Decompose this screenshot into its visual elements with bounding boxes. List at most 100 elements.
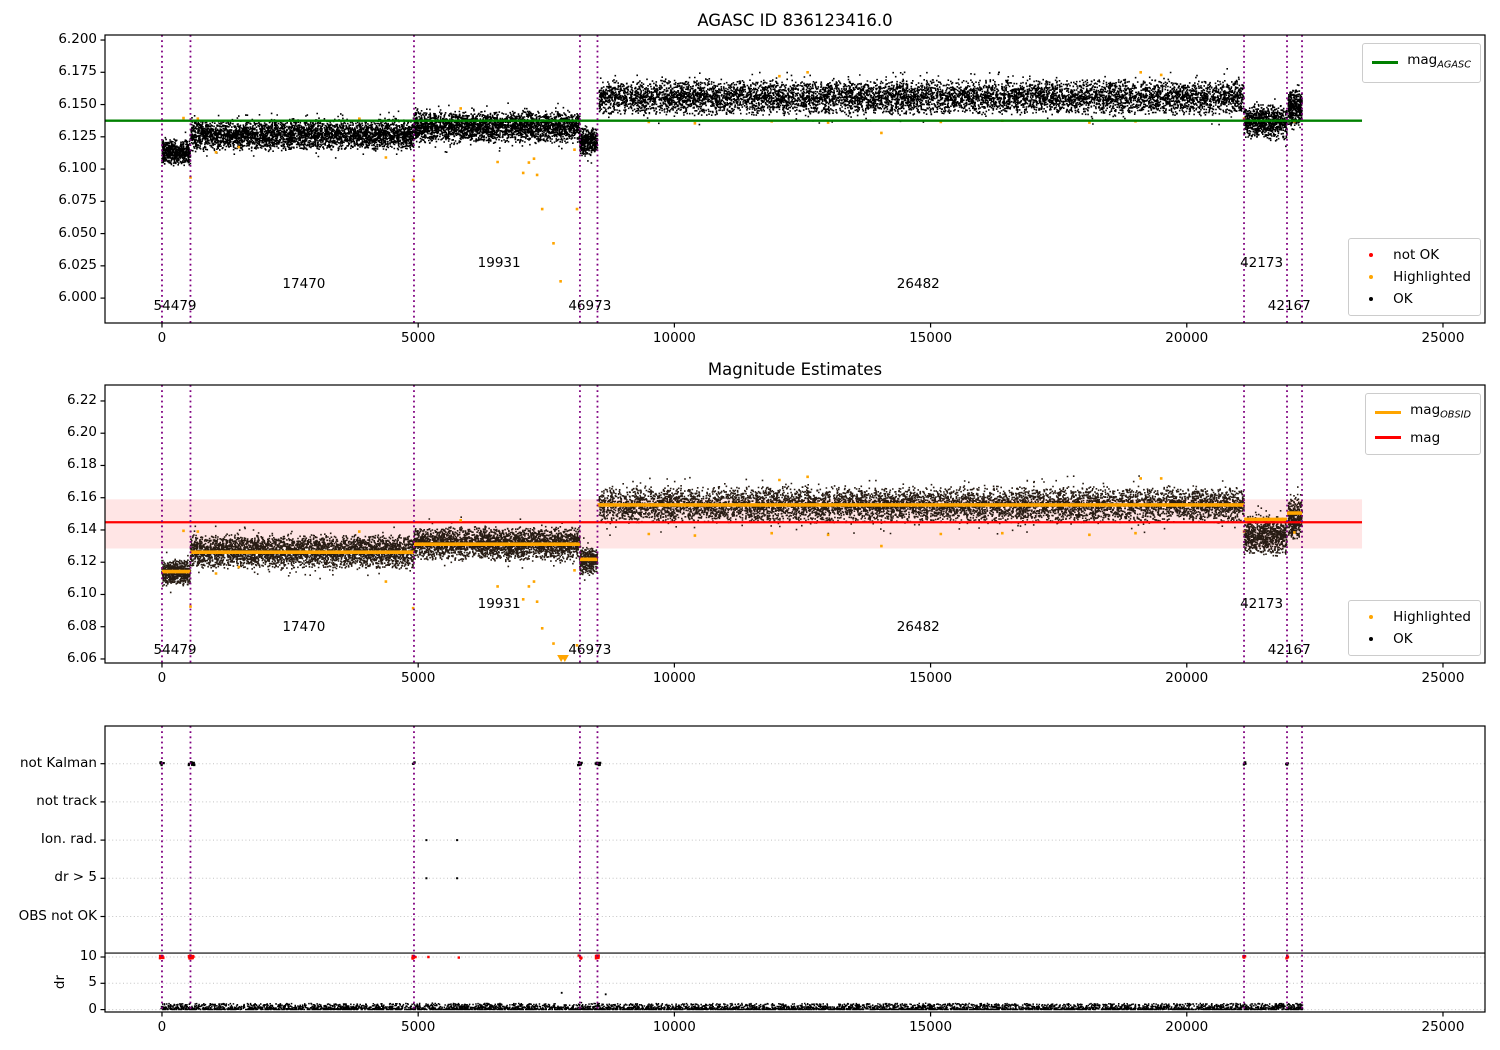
obsid-boundary-vlines	[161, 726, 1303, 1012]
scatter-ok-19931	[413, 516, 581, 569]
obsid-label: 19931	[477, 596, 521, 613]
legend-item-ok: OK	[1358, 628, 1471, 650]
obsid-label: 46973	[568, 641, 612, 658]
legend-item-mag: magOBSID	[1375, 399, 1471, 427]
x-tick-label: 0	[157, 1019, 167, 1035]
y-tick-label: 6.075	[58, 192, 97, 209]
category-label: dr > 5	[54, 869, 97, 886]
y-tick-label: 6.000	[58, 289, 97, 306]
scatter-ok-19931	[413, 102, 581, 153]
flag-gridlines	[105, 763, 1485, 1011]
axes-frame	[100, 384, 1486, 668]
legend-label: mag	[1410, 429, 1441, 446]
legend-label: Highlighted	[1393, 609, 1471, 625]
flag-axis-ticks	[100, 763, 105, 1011]
legend-label: OK	[1393, 631, 1413, 647]
y-tick-label: 6.20	[66, 424, 97, 441]
category-label: OBS not OK	[18, 907, 97, 924]
dr-axis-label: dr	[52, 975, 69, 990]
obsid-label: 54479	[153, 641, 197, 658]
obsid-boundary-vlines	[161, 35, 1303, 323]
legend-line-swatch	[1375, 411, 1402, 415]
legend-marker-dot	[1358, 252, 1384, 258]
legend-item-not-ok: not OK	[1358, 244, 1471, 266]
y-tick-label: 6.050	[58, 224, 97, 241]
y-tick-label: 6.10	[66, 585, 97, 602]
legend-item-mag: mag	[1375, 427, 1471, 449]
y-tick-label: 6.22	[66, 391, 97, 408]
obsid-label: 26482	[896, 619, 940, 635]
legend-marker-dot	[1358, 274, 1384, 280]
dr-scatter	[160, 991, 1304, 1011]
legend-label: magAGASC	[1407, 52, 1471, 71]
axes-frame	[100, 34, 1486, 328]
legend-point-types: Highlighted OK	[1348, 600, 1481, 656]
legend-mag-agasc: magAGASC	[1362, 43, 1481, 83]
x-tick-label: 20000	[1165, 330, 1209, 346]
x-tick-label: 10000	[652, 330, 696, 346]
x-tick-label: 20000	[1165, 670, 1209, 686]
legend-label: OK	[1393, 291, 1413, 307]
flags-plot	[100, 725, 1486, 1017]
scatter-ok-54479	[161, 131, 192, 167]
top-plot-canvas	[100, 34, 1486, 328]
x-tick-label: 5000	[400, 1019, 436, 1035]
scatter-ok-17470	[190, 110, 415, 159]
obsid-label: 46973	[568, 298, 612, 315]
category-label: Ion. rad.	[40, 831, 97, 848]
legend-item-highlighted: Highlighted	[1358, 266, 1471, 288]
x-tick-label: 5000	[400, 670, 436, 686]
obsid-label: 19931	[477, 254, 521, 271]
obsid-label: 42173	[1240, 254, 1284, 271]
flag-points	[159, 761, 1289, 880]
flags-plot-canvas	[100, 725, 1486, 1017]
scatter-ok-42167	[1287, 84, 1303, 131]
x-tick-label: 25000	[1421, 1019, 1465, 1035]
y-tick-label: 6.175	[58, 63, 97, 80]
legend-label: Highlighted	[1393, 269, 1471, 285]
legend-marker-dot	[1358, 636, 1384, 642]
dr-tick-label: 10	[79, 948, 97, 964]
y-tick-label: 6.18	[66, 456, 97, 473]
x-tick-label: 10000	[652, 1019, 696, 1035]
middle-plot-title: Magnitude Estimates	[707, 360, 883, 379]
y-tick-label: 6.08	[66, 617, 97, 634]
y-tick-label: 6.025	[58, 256, 97, 273]
x-tick-label: 25000	[1421, 670, 1465, 686]
x-tick-label: 15000	[909, 1019, 953, 1035]
x-tick-label: 0	[157, 670, 167, 686]
dr-tick-label: 5	[88, 974, 97, 991]
legend-mag-lines: magOBSID mag	[1365, 393, 1481, 455]
category-label: not Kalman	[19, 754, 97, 771]
scatter-ok-42173	[1243, 98, 1288, 148]
x-tick-label: 15000	[909, 330, 953, 346]
dr-tick-label: 0	[88, 1000, 97, 1017]
x-tick-label: 15000	[909, 670, 953, 686]
category-label: not track	[36, 792, 97, 809]
legend-line-swatch	[1375, 436, 1402, 440]
obsid-label: 42173	[1240, 596, 1284, 613]
legend-point-types: not OK Highlighted OK	[1348, 238, 1481, 316]
y-tick-label: 6.12	[66, 553, 97, 570]
top-plot-title: AGASC ID 836123416.0	[697, 11, 893, 30]
legend-item-mag: magAGASC	[1372, 49, 1471, 77]
legend-item-highlighted: Highlighted	[1358, 606, 1471, 628]
axes-frame	[104, 725, 1486, 1017]
y-tick-label: 6.125	[58, 127, 97, 144]
y-tick-label: 6.06	[66, 649, 97, 666]
obsid-label: 26482	[896, 276, 940, 293]
legend-label: not OK	[1393, 247, 1440, 263]
x-tick-label: 10000	[652, 670, 696, 686]
obsid-label: 42167	[1267, 641, 1311, 658]
obsid-label: 17470	[282, 619, 326, 635]
y-tick-label: 6.150	[58, 95, 97, 112]
y-tick-label: 6.14	[66, 520, 97, 537]
scatter-ok-26482	[598, 68, 1245, 126]
legend-line-swatch	[1372, 61, 1399, 65]
obsid-label: 17470	[282, 276, 326, 293]
obsid-label: 54479	[153, 298, 197, 315]
y-tick-label: 6.100	[58, 160, 97, 177]
middle-plot: magOBSID mag Highlighted OK	[100, 384, 1486, 668]
legend-marker-dot	[1358, 614, 1384, 620]
